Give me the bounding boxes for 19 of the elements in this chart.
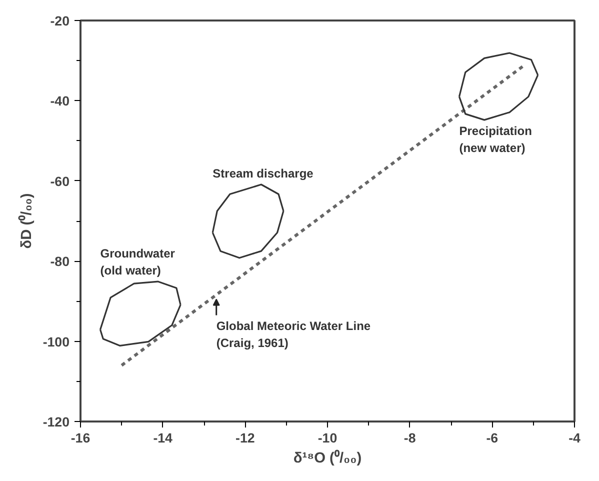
y-tick-label: -100 — [42, 334, 70, 350]
y-tick-label: -120 — [42, 414, 70, 430]
series-label: Stream discharge — [212, 166, 314, 180]
y-tick-label: -60 — [50, 174, 70, 189]
y-axis-title: δD (⁰/₀₀) — [18, 193, 35, 249]
series-label: Precipitation (new water) — [459, 124, 532, 155]
y-tick-label: -40 — [50, 94, 70, 109]
series-label: Groundwater (old water) — [100, 246, 176, 278]
x-tick-label: -16 — [70, 430, 90, 446]
x-tick-label: -8 — [404, 430, 416, 446]
x-tick-label: -4 — [568, 430, 582, 446]
x-tick-label: -6 — [486, 430, 498, 446]
x-tick-label: -10 — [318, 430, 338, 446]
x-tick-label: -14 — [153, 430, 174, 446]
y-tick-label: -80 — [50, 254, 70, 270]
x-axis-title: δ¹⁸O (⁰/₀₀) — [293, 450, 362, 466]
annotation: Global Meteoric Water Line (Craig, 1961) — [216, 319, 371, 350]
y-tick-label: -20 — [50, 14, 70, 28]
x-tick-label: -12 — [236, 430, 255, 446]
